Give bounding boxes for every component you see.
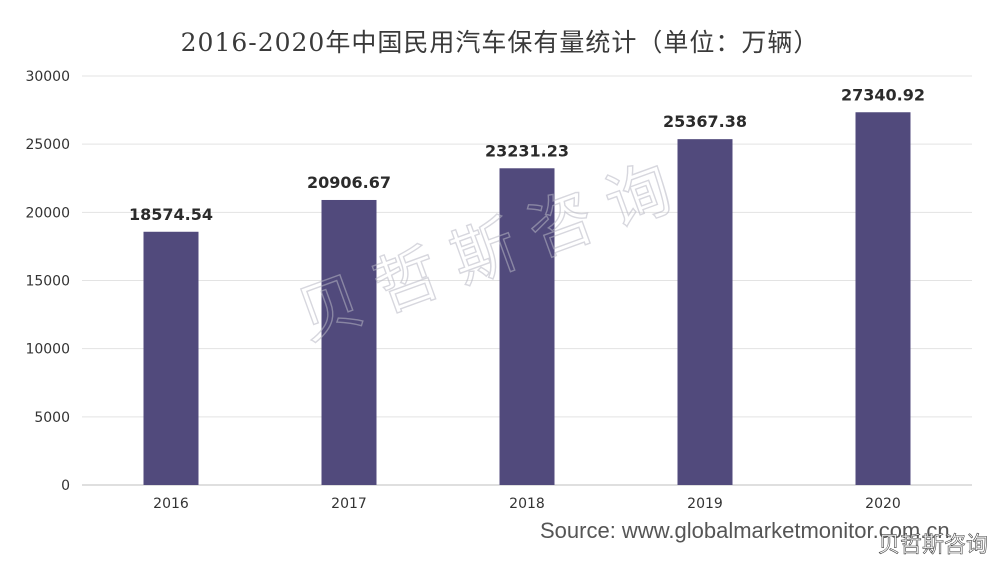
data-label-2017: 20906.67 (307, 173, 391, 192)
bar-2016 (143, 231, 199, 485)
bars (143, 112, 911, 486)
bar-2018 (499, 168, 555, 486)
x-tick-label: 2019 (687, 496, 723, 512)
x-axis-ticks: 2016 2017 2018 2019 2020 (153, 496, 901, 512)
x-tick-label: 2018 (509, 496, 545, 512)
y-tick-label: 5000 (34, 410, 70, 426)
x-tick-label: 2016 (153, 496, 189, 512)
x-tick-label: 2020 (865, 496, 901, 512)
data-label-2018: 23231.23 (485, 141, 569, 160)
bar-2019 (677, 139, 733, 485)
data-label-2019: 25367.38 (663, 112, 747, 131)
data-label-2020: 27340.92 (841, 85, 925, 104)
chart-title: 2016-2020年中国民用汽车保有量统计（单位：万辆） (181, 28, 820, 57)
y-tick-label: 10000 (25, 342, 70, 358)
y-tick-label: 30000 (25, 69, 70, 85)
y-tick-label: 0 (61, 478, 70, 494)
y-tick-label: 25000 (25, 137, 70, 153)
y-tick-label: 20000 (25, 205, 70, 221)
data-labels: 18574.54 20906.67 23231.23 25367.38 27340.92 (129, 85, 925, 224)
bar-2017 (321, 199, 377, 485)
data-label-2016: 18574.54 (129, 205, 213, 224)
weibo-watermark: 贝哲斯咨询 (878, 533, 988, 558)
x-tick-label: 2017 (331, 496, 367, 512)
y-axis-ticks: 0 5000 10000 15000 20000 25000 30000 (25, 69, 70, 494)
source-note: Source: www.globalmarketmonitor.com.cn (540, 518, 950, 543)
bar-2020 (855, 112, 911, 485)
y-tick-label: 15000 (25, 274, 70, 290)
